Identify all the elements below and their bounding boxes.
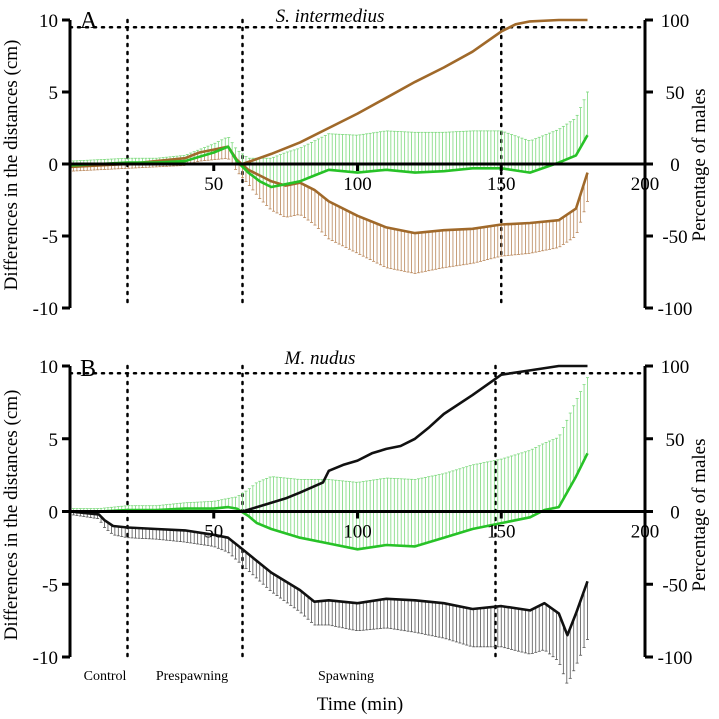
y-left-tick-label: 0 [49,155,59,176]
y-right-tick-label: -100 [658,648,693,669]
x-tick-label: 150 [487,174,516,195]
panel-a-title: S. intermedius [276,6,385,27]
panel-a-letter: A [80,8,98,34]
series-line-green-left [69,134,589,189]
series-line-green-left [70,452,589,551]
y-axis-label-left-b: Differences in the distances (cm) [1,390,22,641]
series-line-brown-left [69,145,589,235]
y-left-tick-label: 10 [39,357,58,378]
y-left-tick-label: -5 [42,227,58,248]
y-right-tick-label: 0 [670,503,680,524]
y-left-tick-label: -5 [42,575,58,596]
y-left-tick-label: -10 [33,648,58,669]
panel-a-series [69,18,589,235]
y-left-tick-label: 0 [49,503,59,524]
x-tick-label: 100 [343,174,372,195]
series-line-black-right [70,364,588,513]
y-right-tick-label: -50 [662,575,687,596]
y-left-tick-label: 5 [49,83,59,104]
phase-label-prespawning: Prespawning [156,669,228,684]
y-right-tick-label: 50 [666,83,685,104]
panel-b-title: M. nudus [284,348,356,369]
panel-b-series [69,364,589,637]
x-tick-label: 150 [487,522,516,543]
y-right-tick-label: 100 [661,357,690,378]
y-right-tick-label: 0 [670,155,680,176]
x-axis-label: Time (min) [317,694,403,715]
series-line-brown-right [70,18,588,166]
panel-a-error-bars [68,91,589,274]
y-axis-label-right-b: Percentage of males [689,439,710,592]
x-tick-label: 50 [204,174,223,195]
x-tick-label: 50 [204,522,223,543]
y-left-tick-label: -10 [33,299,58,320]
y-left-tick-label: 10 [39,11,58,32]
phase-label-control: Control [84,669,127,684]
y-right-tick-label: 100 [661,11,690,32]
x-tick-label: 200 [631,174,660,195]
y-left-tick-label: 5 [49,430,59,451]
panel-b-letter: B [80,356,96,382]
y-axis-label-right: Percentage of males [689,89,710,242]
series-line-black-left [69,510,589,637]
y-right-tick-label: -50 [662,227,687,248]
phase-label-spawning: Spawning [318,669,374,684]
y-right-tick-label: -100 [658,299,693,320]
y-right-tick-label: 50 [666,430,685,451]
x-tick-label: 200 [631,522,660,543]
y-axis-label-left: Differences in the distances (cm) [1,40,22,291]
x-tick-label: 100 [343,522,372,543]
